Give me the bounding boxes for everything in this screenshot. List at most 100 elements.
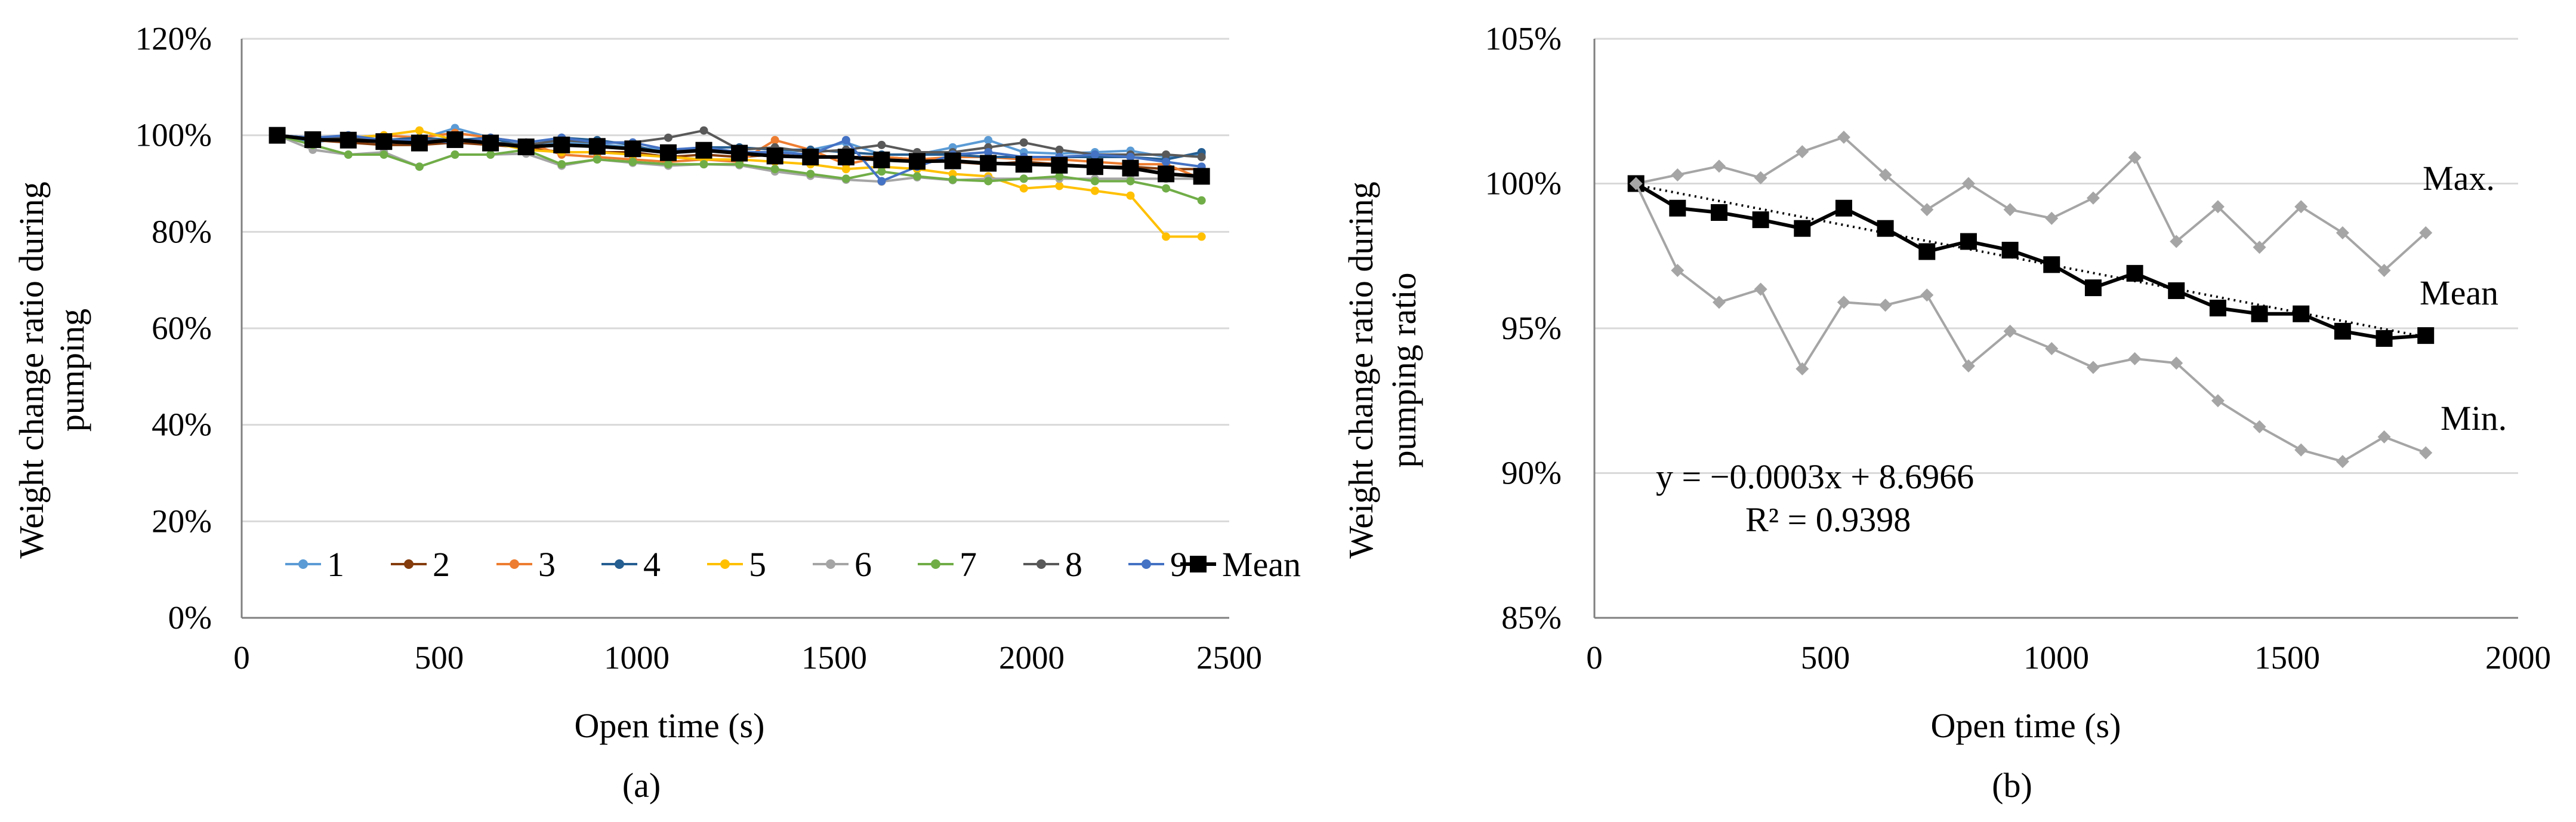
b-data-point	[2170, 235, 2183, 248]
a-data-point	[1090, 186, 1099, 195]
a-data-point	[482, 134, 499, 152]
a-legend-marker	[931, 559, 940, 569]
a-data-point	[1055, 145, 1064, 154]
b-y-tick-label: 90%	[1501, 455, 1562, 491]
a-legend-label: 2	[433, 545, 450, 584]
b-data-point	[1920, 203, 1934, 217]
b-x-tick-label: 1000	[2023, 639, 2089, 676]
a-y-tick-label: 60%	[152, 310, 212, 346]
b-r-squared: R² = 0.9398	[1745, 500, 1911, 539]
a-data-point	[1019, 138, 1028, 147]
a-x-tick-label: 500	[415, 639, 464, 676]
b-series-line	[1636, 136, 2427, 272]
b-series-min	[1629, 177, 2433, 469]
a-data-point	[984, 136, 993, 144]
a-data-point	[909, 153, 926, 170]
b-data-point	[1835, 199, 1852, 217]
a-data-point	[269, 127, 286, 144]
a-series	[269, 124, 1210, 241]
a-data-point	[873, 151, 890, 168]
a-data-point	[340, 131, 357, 149]
a-y-axis-label-line2: pumping	[53, 309, 91, 432]
b-data-point	[1918, 243, 1936, 260]
a-data-point	[304, 131, 322, 148]
a-data-point	[1122, 159, 1139, 177]
a-data-point	[415, 126, 424, 135]
b-x-tick-label: 500	[1801, 639, 1850, 676]
b-data-point	[2043, 256, 2060, 273]
b-y-axis-label-line1: Weight change ratio during	[1341, 181, 1380, 559]
a-data-point	[664, 160, 672, 169]
a-data-point	[944, 152, 961, 170]
b-data-point	[2086, 361, 2100, 374]
a-legend-label: 6	[854, 545, 872, 584]
a-legend-item: 3	[496, 545, 556, 584]
b-data-point	[1920, 288, 1934, 302]
b-data-point	[1794, 220, 1811, 237]
b-data-point	[2419, 226, 2433, 239]
a-data-point	[557, 160, 566, 169]
b-y-tick-label: 100%	[1485, 165, 1562, 202]
a-data-point	[695, 141, 712, 159]
a-data-point	[735, 160, 744, 169]
a-legend-marker	[1190, 556, 1207, 572]
panel-b: 85% 90% 95% 100% 105% 0 500 1000 1500 2000 Open t…	[1341, 20, 2551, 805]
b-data-point	[2209, 300, 2226, 317]
b-series-line	[1634, 183, 2426, 463]
a-axes	[240, 39, 1229, 619]
a-data-point	[802, 149, 819, 166]
a-data-point	[1055, 172, 1064, 181]
a-data-point	[1162, 150, 1171, 159]
b-data-point	[1878, 168, 1892, 181]
a-legend-label: 3	[538, 545, 556, 584]
b-data-point	[2003, 203, 2017, 217]
a-data-point	[1126, 153, 1135, 162]
b-data-point	[1796, 145, 1809, 159]
a-legend-item: Mean	[1180, 545, 1301, 584]
a-data-point	[1090, 150, 1099, 159]
a-tick-labels: 0%20%40%60%80%100%120%0 500 1000 1500 2000 25…	[135, 20, 1262, 676]
a-data-point	[913, 172, 922, 181]
b-data-point	[1878, 298, 1892, 312]
b-mean-annotation: Mean	[2420, 273, 2498, 312]
a-data-point	[1019, 174, 1028, 183]
a-x-axis-label: Open time (s)	[575, 706, 765, 745]
b-data-point	[1754, 171, 1767, 184]
a-data-point	[1055, 181, 1064, 190]
a-series-mean	[269, 127, 1210, 185]
a-data-point	[766, 147, 783, 165]
b-data-point	[1877, 220, 1894, 237]
a-panel-label: (a)	[622, 766, 661, 805]
a-data-point	[770, 136, 779, 144]
a-legend-label: Mean	[1222, 545, 1301, 584]
b-data-point	[1712, 159, 1726, 173]
b-data-point	[1960, 233, 1977, 250]
b-data-point	[1671, 168, 1685, 181]
a-data-point	[948, 170, 957, 178]
a-data-point	[1126, 177, 1135, 186]
a-legend-item: 9	[1128, 545, 1187, 584]
b-data-point	[2128, 150, 2142, 164]
a-data-point	[1197, 196, 1206, 205]
b-data-point	[2086, 191, 2100, 205]
b-series-max	[1629, 130, 2433, 277]
a-legend-item: 7	[918, 545, 977, 584]
a-legend-item: 8	[1023, 545, 1082, 584]
a-x-tick-label: 0	[233, 639, 250, 676]
b-series	[1627, 130, 2435, 469]
b-y-tick-label: 95%	[1501, 310, 1562, 346]
a-legend-item: 5	[707, 545, 766, 584]
b-data-point	[2126, 264, 2143, 282]
b-data-point	[1710, 204, 1727, 221]
a-data-point	[1015, 156, 1032, 173]
a-data-point	[1158, 165, 1175, 183]
a-legend-marker	[615, 559, 624, 569]
a-data-point	[1086, 158, 1103, 176]
a-data-point	[1090, 177, 1099, 186]
b-min-annotation: Min.	[2441, 399, 2507, 438]
b-data-point	[2045, 341, 2059, 355]
a-data-point	[948, 176, 957, 184]
b-series-mean	[1627, 175, 2435, 347]
a-y-axis-label-line1: Weight change ratio during	[12, 181, 51, 559]
